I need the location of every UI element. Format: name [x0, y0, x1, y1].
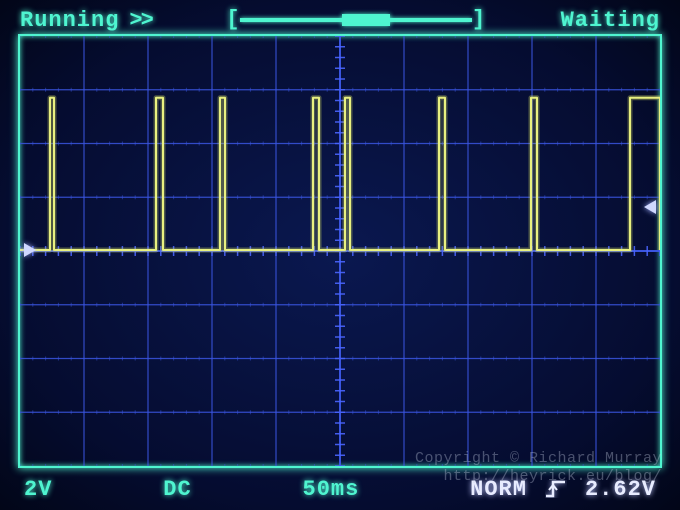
coupling-mode: DC: [163, 477, 191, 502]
bracket-right-icon: ]: [472, 7, 486, 32]
bottom-status-bar: 2V DC 50ms NORM 2.62V: [0, 474, 680, 504]
scope-display: [18, 34, 662, 468]
ground-marker-icon: [24, 243, 36, 257]
bracket-left-icon: [: [226, 7, 240, 32]
memory-position-indicator: [ ]: [162, 13, 551, 27]
volts-per-div: 2V: [24, 477, 52, 502]
top-status-bar: Running >> [ ] Waiting: [0, 8, 680, 32]
time-per-div: 50ms: [303, 477, 360, 502]
trigger-mode: NORM: [470, 477, 527, 502]
chevron-icon: >>: [129, 8, 151, 33]
trigger-level-marker-icon: [644, 200, 656, 214]
acquisition-status: Running: [20, 8, 119, 33]
memory-bar-thumb: [342, 14, 390, 26]
trigger-status: Waiting: [561, 8, 660, 33]
trigger-level: 2.62V: [585, 477, 656, 502]
rising-edge-icon: [545, 480, 567, 498]
scope-grid: [20, 36, 660, 466]
